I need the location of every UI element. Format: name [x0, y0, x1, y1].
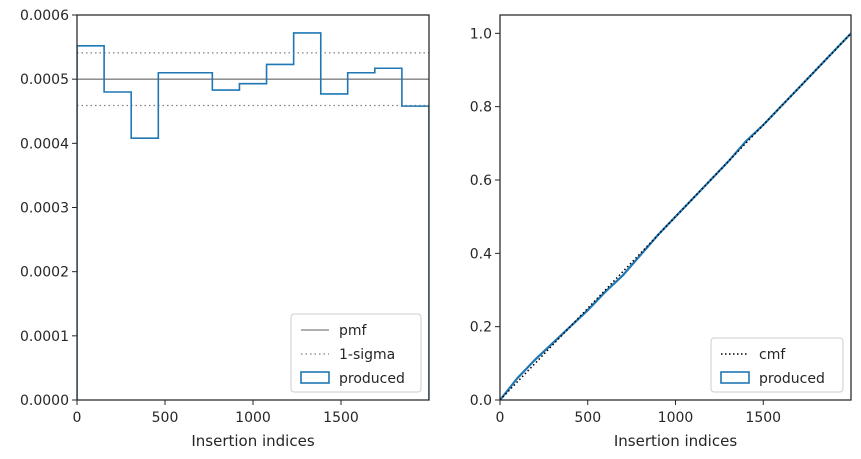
legend-produced-swatch [720, 371, 750, 384]
legend: cmf produced [710, 337, 844, 393]
legend-label: produced [339, 371, 405, 387]
legend: pmf 1-sigma produced [290, 313, 422, 393]
y-tick-label: 0.0004 [20, 136, 69, 152]
x-tick-label: 1000 [235, 410, 271, 426]
x-tick-label: 500 [152, 410, 179, 426]
x-tick-label: 1500 [745, 410, 781, 426]
cmf-line [500, 32, 851, 400]
x-tick-label: 500 [574, 410, 601, 426]
legend-produced-swatch [300, 371, 330, 384]
legend-label: cmf [759, 347, 786, 363]
x-tick-label: 0 [73, 410, 82, 426]
x-axis-label: Insertion indices [614, 432, 737, 450]
y-tick-label: 0.0002 [20, 265, 69, 281]
legend-label: produced [759, 371, 825, 387]
y-tick-label: 0.4 [470, 246, 492, 262]
y-tick-label: 0.0001 [20, 329, 69, 345]
legend-label: 1-sigma [339, 347, 395, 363]
y-tick-label: 0.6 [470, 173, 492, 189]
y-tick-label: 0.2 [470, 320, 492, 336]
x-tick-label: 1000 [658, 410, 694, 426]
y-tick-label: 0.0003 [20, 201, 69, 217]
legend-label: pmf [339, 323, 368, 339]
legend-box [710, 337, 844, 393]
y-tick-label: 0.0000 [20, 393, 69, 409]
y-tick-label: 0.0005 [20, 72, 69, 88]
x-tick-label: 1500 [323, 410, 359, 426]
y-tick-label: 1.0 [470, 26, 492, 42]
produced-histogram [77, 32, 429, 400]
x-axis-label: Insertion indices [191, 432, 314, 450]
y-tick-label: 0.0006 [20, 8, 69, 24]
y-tick-label: 0.8 [470, 100, 492, 116]
y-tick-label: 0.0 [470, 393, 492, 409]
x-tick-label: 0 [496, 410, 505, 426]
